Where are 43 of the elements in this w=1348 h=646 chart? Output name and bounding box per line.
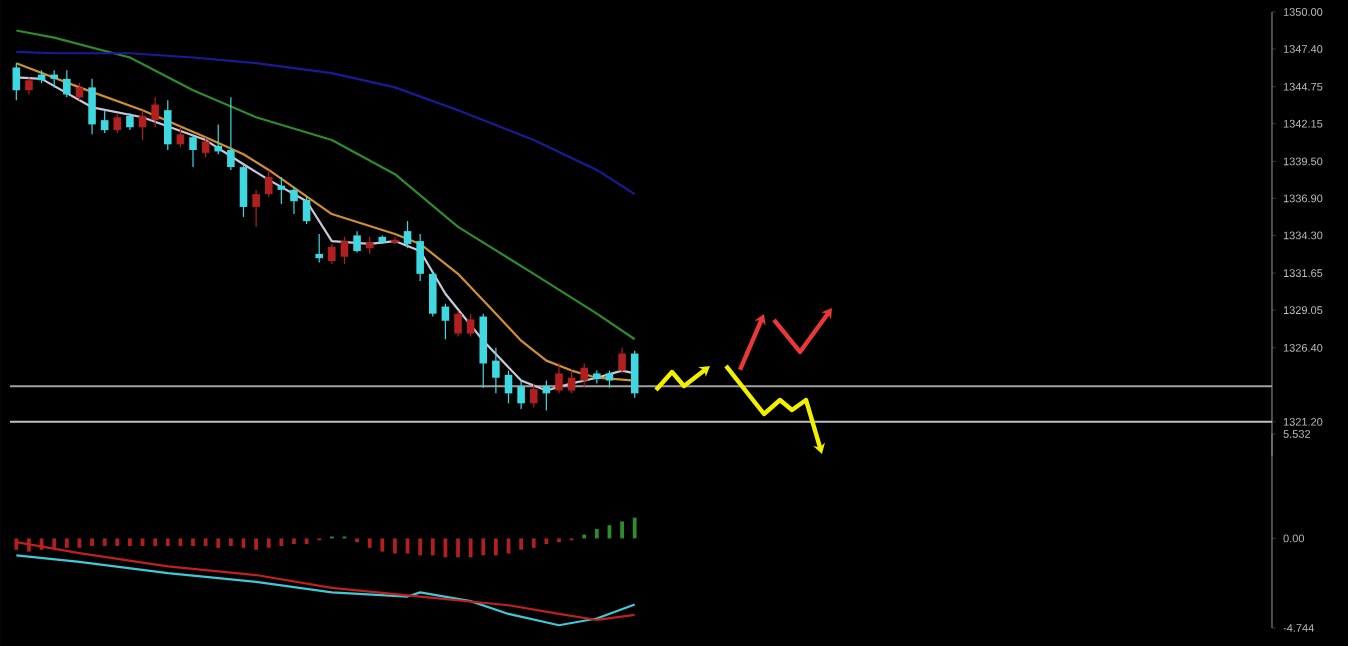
candlestick xyxy=(353,230,361,254)
candlestick xyxy=(227,96,235,171)
candlestick xyxy=(466,313,475,338)
candlestick xyxy=(555,362,563,394)
candlestick xyxy=(542,379,551,412)
candlestick xyxy=(492,347,500,394)
candlestick xyxy=(630,350,639,399)
line-series xyxy=(15,554,636,627)
candlestick xyxy=(529,382,538,409)
candlestick xyxy=(315,233,323,264)
candlestick xyxy=(113,113,122,134)
candlestick xyxy=(479,313,488,389)
candlestick xyxy=(504,369,513,404)
candlestick xyxy=(138,109,147,141)
candlestick xyxy=(63,69,71,98)
candlestick xyxy=(328,243,336,265)
candlestick xyxy=(100,109,109,134)
candlestick xyxy=(12,62,21,101)
candlestick xyxy=(264,169,273,198)
candlestick xyxy=(214,123,223,155)
candlestick xyxy=(403,220,412,249)
candlestick xyxy=(201,136,210,158)
line-series xyxy=(15,29,636,341)
line-series xyxy=(15,541,636,622)
candlestick xyxy=(88,78,96,135)
candlestick xyxy=(429,270,437,318)
line-series xyxy=(15,50,636,196)
candlestick xyxy=(580,362,589,389)
candlestick xyxy=(618,347,626,375)
candlestick xyxy=(163,99,172,151)
candlestick xyxy=(416,233,424,282)
candlestick xyxy=(189,133,197,168)
candlestick xyxy=(151,96,159,128)
candlestick xyxy=(252,189,260,228)
candlestick xyxy=(290,186,298,215)
candlestick xyxy=(239,163,248,218)
candlestick xyxy=(454,310,462,338)
candlestick xyxy=(441,303,450,340)
candlestick xyxy=(176,126,185,148)
candlestick xyxy=(567,369,576,394)
candlestick xyxy=(340,236,349,265)
candlestick xyxy=(517,379,525,410)
candlestick xyxy=(302,196,311,225)
